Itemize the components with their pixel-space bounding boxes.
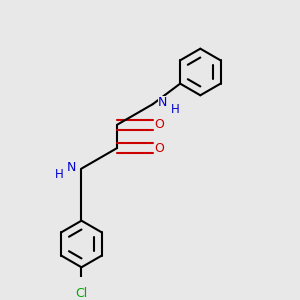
Text: N: N bbox=[158, 96, 168, 109]
Text: O: O bbox=[155, 118, 164, 131]
Text: H: H bbox=[55, 168, 64, 181]
Text: H: H bbox=[171, 103, 179, 116]
Text: Cl: Cl bbox=[75, 287, 88, 300]
Text: N: N bbox=[67, 161, 76, 174]
Text: O: O bbox=[155, 142, 164, 154]
